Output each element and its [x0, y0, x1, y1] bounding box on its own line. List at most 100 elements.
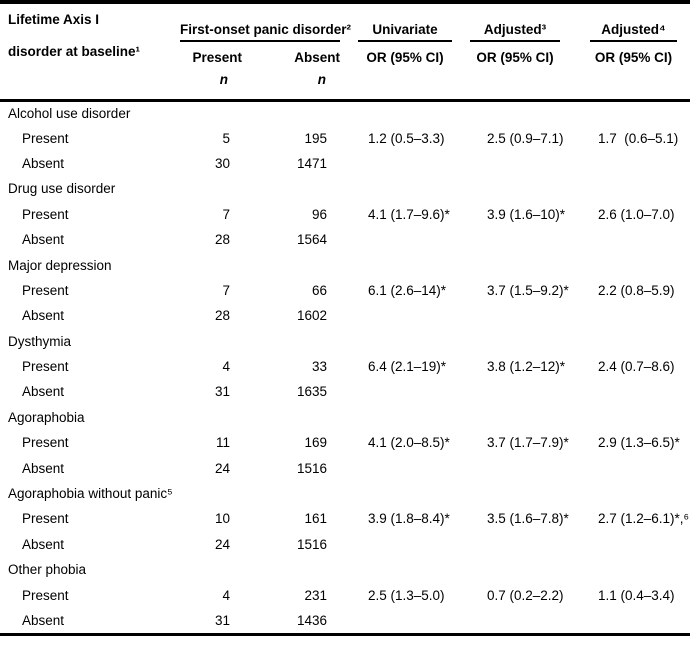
- absent-n: 169: [304, 435, 327, 451]
- group-rule-panic: [180, 40, 340, 42]
- or-adjusted3: 3.7 (1.5–9.2)*: [487, 282, 569, 298]
- table-row: Absent 31 1635: [0, 379, 690, 404]
- absent-n: 1436: [296, 613, 327, 628]
- row-label: Present: [22, 282, 69, 298]
- col-header-present: Present: [192, 49, 242, 65]
- table-header: Lifetime Axis I disorder at baseline¹ Fi…: [0, 4, 690, 102]
- or-univariate: 4.1 (2.0–8.5)*: [368, 435, 450, 451]
- row-label: Absent: [22, 536, 65, 552]
- row-label: Present: [22, 359, 69, 375]
- header-sub-row: Present Absent OR (95% CI) OR (95% CI) O…: [0, 42, 690, 72]
- col-header-absent: Absent: [294, 49, 340, 65]
- header-n-row: n n: [0, 72, 690, 102]
- table-row: Absent 31 1436: [0, 608, 690, 633]
- group-header-univariate-cell: Univariate: [340, 4, 470, 42]
- absent-n: 195: [304, 130, 327, 146]
- group-header-adjusted3: Adjusted³: [483, 22, 547, 37]
- or-adjusted3: 3.7 (1.7–7.9)*: [487, 435, 569, 451]
- stub-header-line1: Lifetime Axis I: [8, 12, 100, 27]
- or-adjusted3: 3.8 (1.2–12)*: [487, 359, 566, 375]
- group-header-panic-cell: First-onset panic disorder²: [172, 4, 352, 42]
- table-row-category: Agoraphobia: [0, 405, 690, 430]
- absent-n: 1602: [296, 308, 327, 324]
- absent-n: 66: [311, 282, 327, 298]
- present-n: 11: [215, 435, 230, 451]
- group-header-adjusted3-cell: Adjusted³: [470, 4, 590, 42]
- top-rule: [0, 0, 690, 4]
- row-label: Absent: [22, 155, 65, 171]
- row-label: Drug use disorder: [8, 181, 116, 197]
- row-label: Absent: [22, 613, 65, 628]
- table-row: Present 4 231 2.5 (1.3–5.0) 0.7 (0.2–2.2…: [0, 582, 690, 607]
- row-label: Present: [22, 587, 69, 603]
- table-row-category: Dysthymia: [0, 329, 690, 354]
- stub-header-line2: disorder at baseline¹: [8, 44, 141, 59]
- table-row: Absent 24 1516: [0, 455, 690, 480]
- header-group-row: Lifetime Axis I disorder at baseline¹ Fi…: [0, 4, 690, 102]
- table-row-category: Agoraphobia without panic⁵: [0, 481, 690, 506]
- col-header-present-n: n: [172, 72, 242, 102]
- table-row: Present 7 66 6.1 (2.6–14)* 3.7 (1.5–9.2)…: [0, 278, 690, 303]
- or-adjusted3: 0.7 (0.2–2.2): [487, 587, 564, 603]
- group-rule-adjusted3: [470, 40, 560, 42]
- bottom-rule: [0, 633, 690, 637]
- present-n: 30: [214, 155, 230, 171]
- row-label: Present: [22, 435, 69, 451]
- present-n: 31: [214, 384, 230, 400]
- or-univariate: 6.4 (2.1–19)*: [368, 359, 447, 375]
- absent-n: 1635: [296, 384, 327, 400]
- row-label: Absent: [22, 460, 65, 476]
- table-row: Absent 28 1564: [0, 227, 690, 252]
- present-n: 4: [222, 359, 230, 375]
- table-row-category: Alcohol use disorder: [0, 100, 690, 125]
- present-n: 5: [222, 130, 230, 146]
- present-n: 7: [222, 282, 230, 298]
- group-header-panic: First-onset panic disorder²: [180, 22, 352, 37]
- row-label: Present: [22, 130, 69, 146]
- absent-n: 1564: [296, 232, 327, 248]
- or-adjusted4: 2.6 (1.0–7.0): [598, 206, 675, 222]
- row-label: Dysthymia: [8, 333, 72, 349]
- absent-n: 1516: [296, 460, 327, 476]
- or-adjusted3: 3.5 (1.6–7.8)*: [487, 511, 569, 527]
- or-adjusted3: 2.5 (0.9–7.1): [487, 130, 564, 146]
- row-label: Alcohol use disorder: [8, 105, 131, 121]
- results-table: Lifetime Axis I disorder at baseline¹ Fi…: [0, 4, 690, 633]
- group-rule-adjusted4: [590, 40, 677, 42]
- absent-n: 1471: [296, 155, 327, 171]
- stub-header: Lifetime Axis I disorder at baseline¹: [0, 4, 172, 102]
- or-univariate: 2.5 (1.3–5.0): [368, 587, 445, 603]
- table-row-category: Other phobia: [0, 557, 690, 582]
- table-row-category: Drug use disorder: [0, 176, 690, 201]
- present-n: 7: [222, 206, 230, 222]
- group-header-adjusted4-cell: Adjusted⁴: [590, 4, 690, 42]
- col-header-or-univariate: OR (95% CI): [366, 49, 444, 65]
- table-row: Present 4 33 6.4 (2.1–19)* 3.8 (1.2–12)*…: [0, 354, 690, 379]
- row-label: Other phobia: [8, 562, 87, 578]
- or-adjusted4: 1.1 (0.4–3.4): [598, 587, 675, 603]
- row-label: Absent: [22, 308, 65, 324]
- present-n: 24: [214, 460, 230, 476]
- absent-n: 161: [304, 511, 327, 527]
- col-header-or-adjusted4: OR (95% CI): [594, 49, 673, 65]
- row-label: Agoraphobia without panic⁵: [8, 486, 173, 502]
- table-row: Present 7 96 4.1 (1.7–9.6)* 3.9 (1.6–10)…: [0, 202, 690, 227]
- or-adjusted4: 2.9 (1.3–6.5)*: [598, 435, 680, 451]
- or-adjusted4: 2.2 (0.8–5.9): [598, 282, 675, 298]
- table-body: Alcohol use disorder Present 5 195 1.2 (…: [0, 100, 690, 633]
- table-row: Present 10 161 3.9 (1.8–8.4)* 3.5 (1.6–7…: [0, 506, 690, 531]
- or-univariate: 6.1 (2.6–14)*: [368, 282, 447, 298]
- present-n: 24: [214, 536, 230, 552]
- row-label: Absent: [22, 232, 65, 248]
- row-label: Absent: [22, 384, 65, 400]
- table-row-category: Major depression: [0, 252, 690, 277]
- absent-n: 33: [311, 359, 327, 375]
- or-univariate: 1.2 (0.5–3.3): [368, 130, 445, 146]
- table-row: Absent 24 1516: [0, 532, 690, 557]
- or-adjusted4: 2.7 (1.2–6.1)*,⁶: [598, 511, 690, 527]
- row-label: Agoraphobia: [8, 409, 85, 425]
- table-row: Present 11 169 4.1 (2.0–8.5)* 3.7 (1.7–7…: [0, 430, 690, 455]
- row-label: Present: [22, 511, 69, 527]
- absent-n: 231: [304, 587, 327, 603]
